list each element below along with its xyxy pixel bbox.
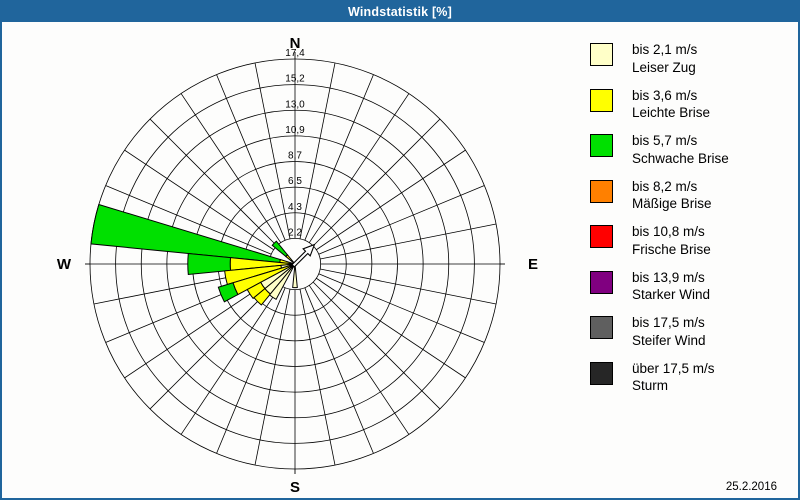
legend-label-leiser_zug: bis 2,1 m/s Leiser Zug — [632, 41, 697, 76]
grid-spoke — [299, 62, 336, 239]
legend-entry-leiser_zug: bis 2,1 m/s Leiser Zug — [590, 41, 790, 89]
grid-spoke — [318, 273, 485, 343]
grid-spoke — [316, 277, 466, 379]
ring-label: 2,2 — [288, 227, 302, 238]
legend-name: Steifer Wind — [632, 332, 706, 348]
grid-spoke — [180, 93, 282, 243]
petal-259-leichte_brise — [224, 264, 283, 286]
grid-spoke — [320, 223, 497, 260]
legend-swatch-starker_wind — [590, 270, 613, 294]
ring-label: 6,5 — [288, 176, 302, 187]
legend-speed: bis 13,9 m/s — [632, 269, 705, 285]
legend-swatch-sturm — [590, 361, 613, 385]
grid-spoke — [304, 74, 374, 241]
grid-spoke — [149, 281, 278, 410]
grid-spoke — [312, 118, 441, 247]
date-label: 25.2.2016 — [725, 481, 777, 493]
ring-label: 15,2 — [285, 74, 305, 85]
legend-speed: bis 17,5 m/s — [632, 315, 705, 330]
legend-name: Leiser Zug — [632, 59, 696, 75]
legend-name: Starker Wind — [632, 287, 711, 302]
grid-spoke — [308, 93, 410, 243]
ring-label: 4,3 — [288, 202, 302, 213]
legend-speed: bis 8,2 m/s — [632, 178, 698, 194]
legend-entry-frische_brise: bis 10,8 m/s Frische Brise — [590, 223, 790, 271]
grid-spoke — [180, 285, 282, 435]
legend-swatch-leiser_zug — [590, 43, 613, 66]
grid-spoke — [320, 268, 497, 305]
grid-spoke — [312, 281, 441, 410]
grid-spoke — [304, 287, 374, 454]
legend-label-leichte_brise: bis 3,6 m/s Leichte Brise — [632, 87, 710, 122]
legend-speed: bis 5,7 m/s — [632, 133, 698, 148]
grid-spoke — [254, 289, 291, 466]
legend-name: Frische Brise — [632, 241, 711, 257]
legend-entry-maessige_brise: bis 8,2 m/s Mäßige Brise — [590, 178, 790, 226]
legend-speed: bis 3,6 m/s — [632, 87, 698, 103]
wind-rose-svg: 2,2 4,3 6,5 8,7 10,9 13,0 15,2 17,4N E S W — [57, 35, 538, 496]
legend-speed: bis 10,8 m/s — [632, 224, 705, 239]
legend-name: Schwache Brise — [632, 150, 729, 166]
legend-swatch-maessige_brise — [590, 179, 613, 203]
grid-spoke — [149, 118, 278, 247]
compass-w: W — [57, 256, 72, 273]
legend-entry-schwache_brise: bis 5,7 m/s Schwache Brise — [590, 132, 790, 180]
petal-236-leichte_brise — [246, 281, 266, 300]
title-bar: Windstatistik [%] — [2, 2, 798, 22]
grid-spoke — [299, 289, 336, 466]
window-title: Windstatistik [%] — [348, 5, 452, 19]
legend-entry-starker_wind: bis 13,9 m/s Starker Wind — [590, 269, 790, 317]
legend-label-sturm: über 17,5 m/s Sturm — [632, 360, 715, 395]
grid-spoke — [216, 74, 286, 241]
legend-label-starker_wind: bis 13,9 m/s Starker Wind — [632, 269, 710, 304]
grid-spoke — [308, 285, 410, 435]
legend-label-frische_brise: bis 10,8 m/s Frische Brise — [632, 223, 711, 258]
legend-label-maessige_brise: bis 8,2 m/s Mäßige Brise — [632, 178, 712, 213]
petal-248-schwache_brise — [217, 282, 239, 303]
legend-speed: bis 2,1 m/s — [632, 42, 698, 57]
petal-225-leichte_brise — [253, 287, 272, 306]
grid-spoke — [254, 62, 291, 239]
compass-n: N — [290, 35, 301, 52]
grid-spoke — [318, 185, 485, 255]
legend-swatch-leichte_brise — [590, 88, 613, 112]
grid-spoke — [105, 185, 272, 255]
ring-label: 17,4 — [285, 48, 305, 59]
petal-315-schwache_brise — [271, 240, 289, 258]
legend-speed: über 17,5 m/s — [632, 360, 715, 376]
ring-label: 10,9 — [285, 125, 305, 136]
grid-spoke — [124, 277, 274, 379]
grid-spoke — [216, 287, 286, 454]
legend-label-steifer_wind: bis 17,5 m/s Steifer Wind — [632, 314, 706, 349]
ring-label: 13,0 — [285, 99, 305, 110]
legend-swatch-frische_brise — [590, 225, 613, 248]
grid-spoke — [316, 149, 466, 251]
wind-speed-legend: bis 2,1 m/s Leiser Zug bis 3,6 m/s Leichte … — [590, 41, 790, 408]
legend-entry-sturm: über 17,5 m/s Sturm — [590, 360, 790, 408]
petal-270-schwache_brise — [187, 252, 232, 276]
legend-swatch-steifer_wind — [590, 316, 613, 339]
legend-name: Sturm — [632, 378, 669, 393]
legend-name: Leichte Brise — [632, 105, 711, 120]
legend-swatch-schwache_brise — [590, 134, 613, 157]
legend-label-schwache_brise: bis 5,7 m/s Schwache Brise — [632, 132, 729, 167]
petal-180-leiser_zug — [292, 264, 298, 289]
legend-entry-steifer_wind: bis 17,5 m/s Steifer Wind — [590, 314, 790, 362]
compass-e: E — [528, 256, 538, 273]
legend-name: Mäßige Brise — [632, 196, 712, 211]
ring-label: 8,7 — [288, 151, 302, 162]
petal-281-schwache_brise — [90, 203, 281, 264]
legend-entry-leichte_brise: bis 3,6 m/s Leichte Brise — [590, 87, 790, 135]
wind-direction-arrow-icon — [291, 243, 316, 268]
compass-s: S — [290, 479, 300, 496]
grid-spoke — [124, 149, 274, 251]
